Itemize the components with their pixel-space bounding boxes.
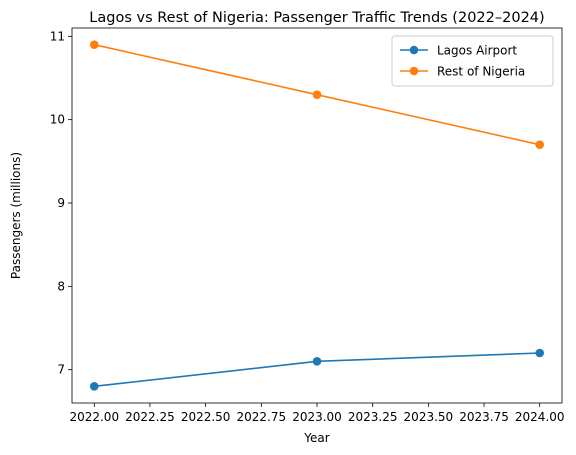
x-axis-label: Year — [303, 431, 329, 445]
x-tick-label: 2024.00 — [515, 410, 565, 424]
y-tick-label: 10 — [50, 113, 65, 127]
data-point — [535, 140, 545, 149]
x-tick-label: 2022.50 — [181, 410, 231, 424]
x-tick-label: 2022.00 — [69, 410, 119, 424]
legend-marker — [409, 66, 419, 76]
y-axis-label: Passengers (millions) — [9, 152, 23, 279]
legend-marker — [409, 45, 419, 55]
x-tick-label: 2022.75 — [237, 410, 287, 424]
x-tick-label: 2023.25 — [348, 410, 398, 424]
x-tick-label: 2023.50 — [404, 410, 454, 424]
x-tick-label: 2023.00 — [292, 410, 342, 424]
data-point — [535, 348, 545, 358]
x-tick-label: 2022.25 — [125, 410, 175, 424]
data-point — [312, 357, 322, 366]
x-tick-label: 2023.75 — [459, 410, 509, 424]
y-tick-label: 9 — [57, 196, 65, 210]
data-point — [89, 40, 99, 49]
plot-area: 2022.00 2022.25 2022.50 2022.75 2023.00 2023.… — [50, 27, 565, 424]
y-tick-label: 11 — [50, 29, 65, 43]
legend-label: Rest of Nigeria — [437, 65, 525, 79]
chart-title: Lagos vs Rest of Nigeria: Passenger Traf… — [89, 10, 544, 26]
data-point — [312, 90, 322, 99]
y-tick-label: 8 — [57, 279, 65, 293]
legend: Lagos Airport Rest of Nigeria — [391, 35, 554, 87]
legend-box — [391, 35, 554, 87]
y-tick-label: 7 — [57, 363, 65, 377]
data-point — [89, 382, 99, 391]
legend-label: Lagos Airport — [437, 44, 517, 58]
